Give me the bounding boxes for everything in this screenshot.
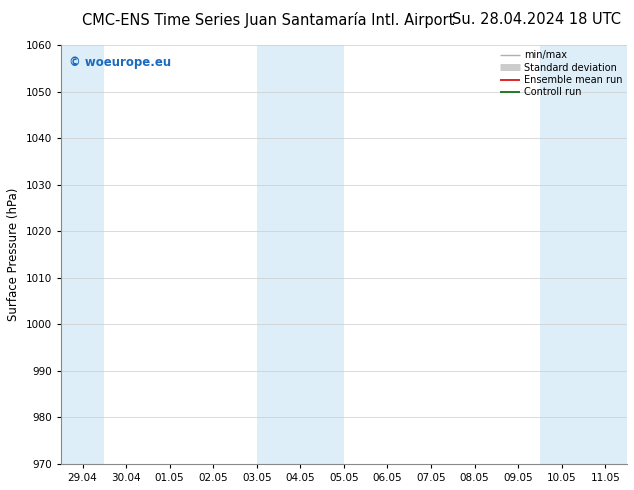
Text: CMC-ENS Time Series Juan Santamaría Intl. Airport: CMC-ENS Time Series Juan Santamaría Intl…: [82, 12, 455, 28]
Text: Su. 28.04.2024 18 UTC: Su. 28.04.2024 18 UTC: [452, 12, 621, 27]
Bar: [257, 45, 344, 464]
Bar: [540, 45, 627, 464]
Y-axis label: Surface Pressure (hPa): Surface Pressure (hPa): [7, 188, 20, 321]
Legend: min/max, Standard deviation, Ensemble mean run, Controll run: min/max, Standard deviation, Ensemble me…: [500, 50, 622, 98]
Text: © woeurope.eu: © woeurope.eu: [69, 56, 171, 69]
Bar: [61, 45, 105, 464]
